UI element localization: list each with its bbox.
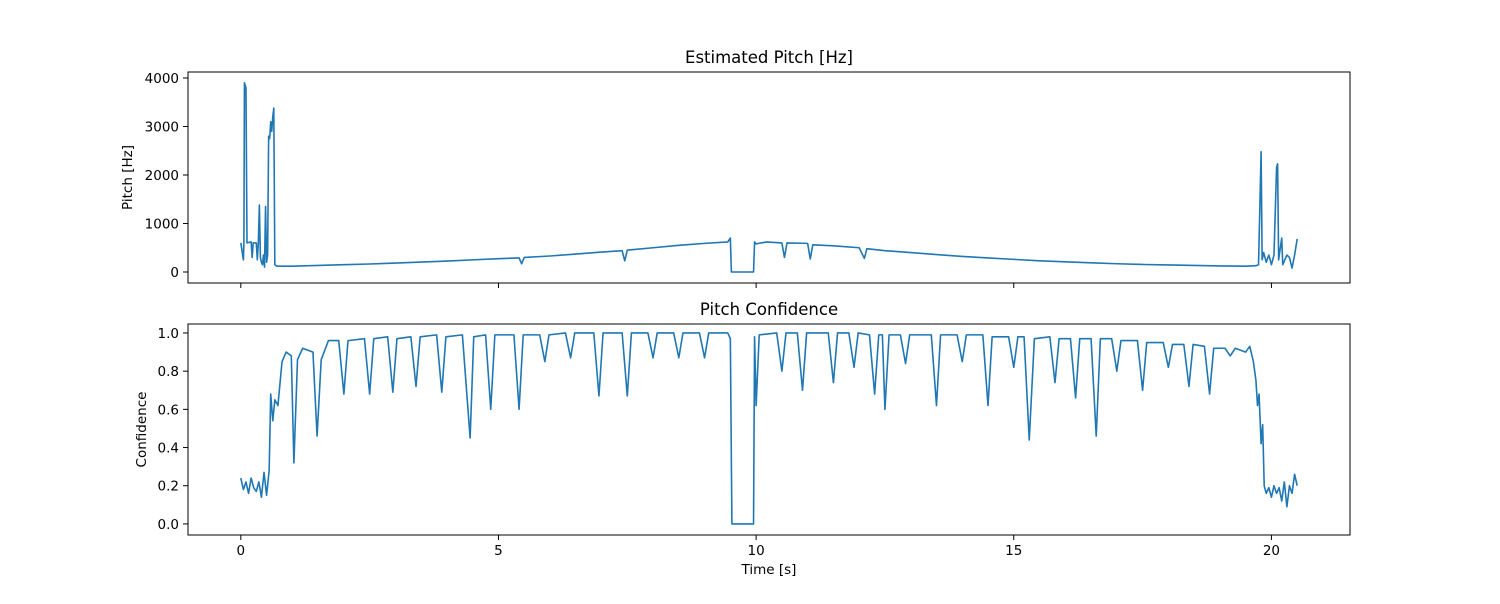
- axes-frame: [187, 71, 1351, 284]
- chart-title: Pitch Confidence: [700, 300, 838, 319]
- data-line: [240, 332, 1298, 525]
- y-tick-label: 0.4: [158, 441, 179, 457]
- chart-title: Estimated Pitch [Hz]: [685, 48, 853, 67]
- x-tick-label: 20: [1263, 543, 1280, 559]
- y-tick-label: 2000: [145, 168, 179, 184]
- y-tick-label: 0.8: [158, 364, 179, 380]
- y-tick-label: 1.0: [158, 326, 179, 342]
- y-tick-label: 0.6: [158, 402, 179, 418]
- data-line: [240, 82, 1298, 273]
- axes-frame: [187, 323, 1351, 536]
- x-tick-label: 5: [494, 543, 503, 559]
- x-tick-label: 10: [748, 543, 765, 559]
- y-tick-label: 4000: [145, 71, 179, 87]
- x-tick-label: 15: [1005, 543, 1022, 559]
- y-tick-label: 0.2: [158, 479, 179, 495]
- y-tick-label: 0: [170, 265, 179, 281]
- y-axis-label: Pitch [Hz]: [120, 145, 136, 210]
- y-tick-label: 1000: [145, 216, 179, 232]
- y-tick-label: 3000: [145, 120, 179, 136]
- x-axis-label: Time [s]: [741, 562, 797, 578]
- x-tick-label: 0: [237, 543, 246, 559]
- y-axis-label: Confidence: [134, 392, 150, 468]
- y-tick-label: 0.0: [158, 517, 179, 533]
